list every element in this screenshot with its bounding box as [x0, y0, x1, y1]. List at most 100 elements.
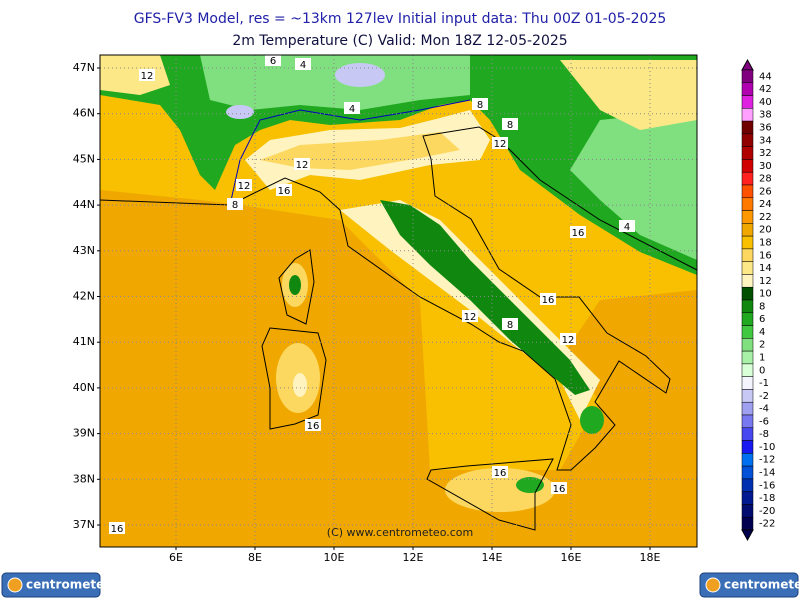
lat-label: 44N: [73, 198, 95, 211]
colorbar-label: 4: [759, 327, 765, 338]
contour-label: 6: [270, 56, 276, 67]
colorbar-label: 20: [759, 225, 772, 236]
colorbar-end: [741, 58, 754, 71]
colorbar-box: [741, 389, 754, 403]
colorbar-label: -18: [759, 493, 775, 504]
field: [335, 63, 385, 87]
colorbar-box: [741, 133, 754, 147]
colorbar-label: -2: [759, 391, 769, 402]
contour-label-bg: [227, 198, 243, 210]
colorbar-label: -22: [759, 519, 775, 530]
field: [580, 406, 604, 434]
logo-text: centrometeo: [724, 578, 800, 592]
colorbar-label: -16: [759, 480, 775, 491]
logo: [1, 572, 101, 598]
contour-label-bg: [492, 137, 508, 149]
colorbar-box: [741, 120, 754, 135]
colorbar-label: 14: [759, 263, 772, 274]
lon-label: 16E: [561, 551, 582, 564]
logo-icon: [7, 577, 23, 593]
colorbar-box: [741, 235, 754, 250]
lat-label: 40N: [73, 381, 95, 394]
contour-label-bg: [472, 98, 488, 110]
contour-label-bg: [540, 293, 556, 305]
contour-label-bg: [570, 226, 586, 238]
contour-label-bg: [619, 220, 635, 232]
field: [100, 55, 170, 95]
colorbar-label: -4: [759, 404, 769, 415]
contour-label: 12: [238, 181, 251, 192]
contour-label: 16: [278, 186, 291, 197]
contour-label: 4: [300, 60, 306, 71]
lon-label: 18E: [640, 551, 661, 564]
colorbar-label: 42: [759, 84, 772, 95]
colorbar-box: [741, 95, 754, 109]
colorbar-box: [741, 223, 754, 237]
contour-label-bg: [551, 482, 567, 494]
field: [200, 55, 470, 110]
colorbar-box: [741, 286, 754, 301]
lat-label: 46N: [73, 107, 95, 120]
colorbar-label: -12: [759, 455, 775, 466]
lat-label: 38N: [73, 472, 95, 485]
colorbar-label: 2: [759, 340, 765, 351]
colorbar-box: [741, 350, 754, 365]
colorbar-label: 22: [759, 212, 772, 223]
contour-label-bg: [236, 179, 252, 191]
colorbar-label: 34: [759, 135, 772, 146]
field: [560, 60, 697, 130]
colorbar-box: [741, 516, 754, 531]
colorbar-label: -8: [759, 429, 769, 440]
contour-label: 16: [307, 421, 320, 432]
colorbar-label: 1: [759, 353, 765, 364]
title: GFS-FV3 Model, res = ~13km 127lev Initia…: [134, 11, 667, 27]
contour-label-bg: [344, 102, 360, 114]
subtitle: 2m Temperature (C) Valid: Mon 18Z 12-05-…: [232, 33, 567, 49]
colorbar-label: -1: [759, 378, 769, 389]
colorbar: 4442403836343230282624222018161412108642…: [741, 58, 775, 542]
colorbar-box: [741, 401, 754, 416]
contour-label-bg: [109, 522, 125, 534]
colorbar-label: 10: [759, 289, 772, 300]
colorbar-label: 44: [759, 71, 772, 82]
colorbar-box: [741, 184, 754, 199]
field: [226, 105, 254, 119]
colorbar-label: -10: [759, 442, 775, 453]
field: [289, 275, 301, 295]
contour-label: 8: [232, 200, 238, 211]
lon-label: 8E: [248, 551, 262, 564]
contour-label: 12: [464, 312, 477, 323]
logo-text: centrometeo: [26, 578, 112, 592]
contour-label: 16: [553, 484, 566, 495]
contour-label-bg: [305, 419, 321, 431]
contour-label: 16: [572, 228, 585, 239]
colorbar-label: 6: [759, 314, 765, 325]
contour-label-bg: [462, 310, 478, 322]
lat-label: 45N: [73, 152, 95, 165]
logo-icon: [705, 577, 721, 593]
contour-label: 4: [349, 104, 355, 115]
colorbar-box: [741, 108, 754, 122]
colorbar-box: [741, 504, 754, 518]
contour-label: 8: [507, 320, 513, 331]
colorbar-box: [741, 427, 754, 441]
contour-label-bg: [560, 333, 576, 345]
lat-label: 42N: [73, 290, 95, 303]
logos: centrometeo centrometeo: [1, 572, 800, 598]
lon-label: 6E: [169, 551, 183, 564]
lat-label: 41N: [73, 335, 95, 348]
contour-label: 4: [624, 222, 630, 233]
colorbar-label: 18: [759, 238, 772, 249]
colorbar-box: [741, 376, 754, 390]
colorbar-box: [741, 82, 754, 96]
contour-label-bg: [295, 58, 311, 70]
colorbar-label: 30: [759, 161, 772, 172]
contour-label: 12: [562, 335, 575, 346]
contour-label-bg: [492, 466, 508, 478]
contour-label-bg: [276, 184, 292, 196]
contour-label: 12: [494, 139, 507, 150]
colorbar-label: 28: [759, 174, 772, 185]
